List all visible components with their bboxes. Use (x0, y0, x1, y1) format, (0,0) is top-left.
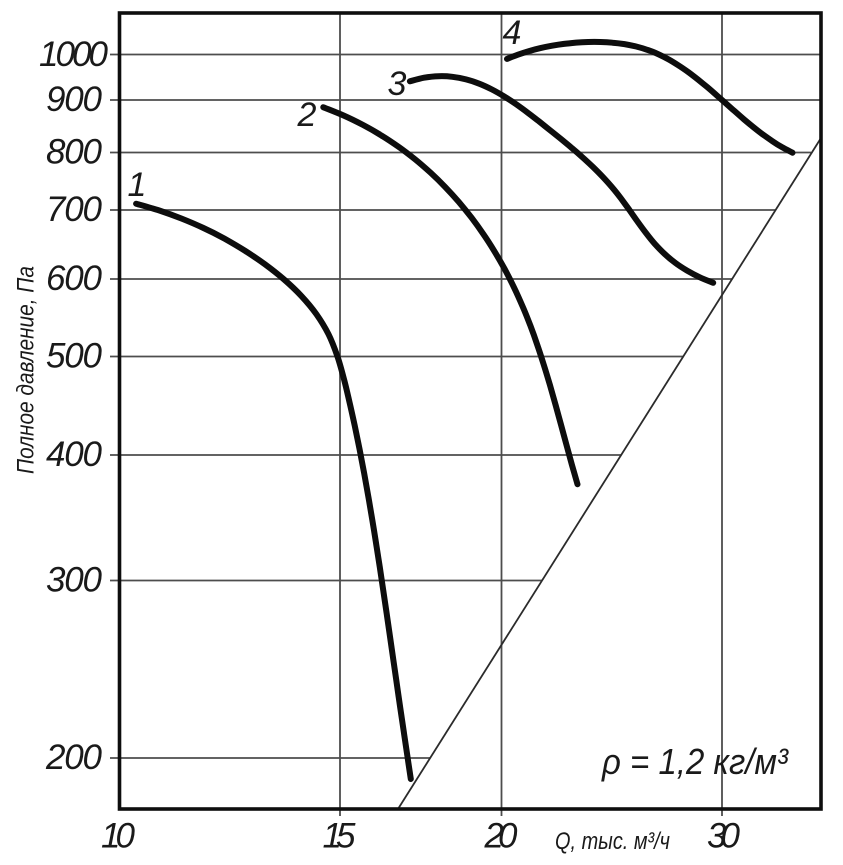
svg-text:15: 15 (323, 817, 357, 856)
svg-text:ρ = 1,2 кг/м³: ρ = 1,2 кг/м³ (601, 741, 789, 782)
svg-text:200: 200 (45, 738, 103, 777)
svg-text:4: 4 (503, 14, 522, 52)
svg-text:600: 600 (46, 259, 103, 298)
svg-text:1: 1 (128, 166, 147, 204)
svg-text:500: 500 (46, 337, 103, 376)
svg-text:3: 3 (388, 65, 407, 103)
svg-text:Полное давление, Па: Полное давление, Па (13, 266, 40, 474)
svg-text:300: 300 (46, 561, 103, 600)
svg-text:700: 700 (46, 190, 103, 229)
svg-text:10: 10 (101, 817, 136, 856)
svg-text:1000: 1000 (39, 35, 109, 74)
svg-text:800: 800 (46, 133, 103, 172)
svg-text:900: 900 (46, 80, 103, 119)
svg-text:400: 400 (46, 435, 103, 474)
svg-text:20: 20 (484, 817, 519, 856)
svg-text:2: 2 (297, 96, 317, 134)
svg-text:Q, тыс. м³/ч: Q, тыс. м³/ч (555, 828, 670, 855)
svg-text:30: 30 (707, 817, 741, 856)
